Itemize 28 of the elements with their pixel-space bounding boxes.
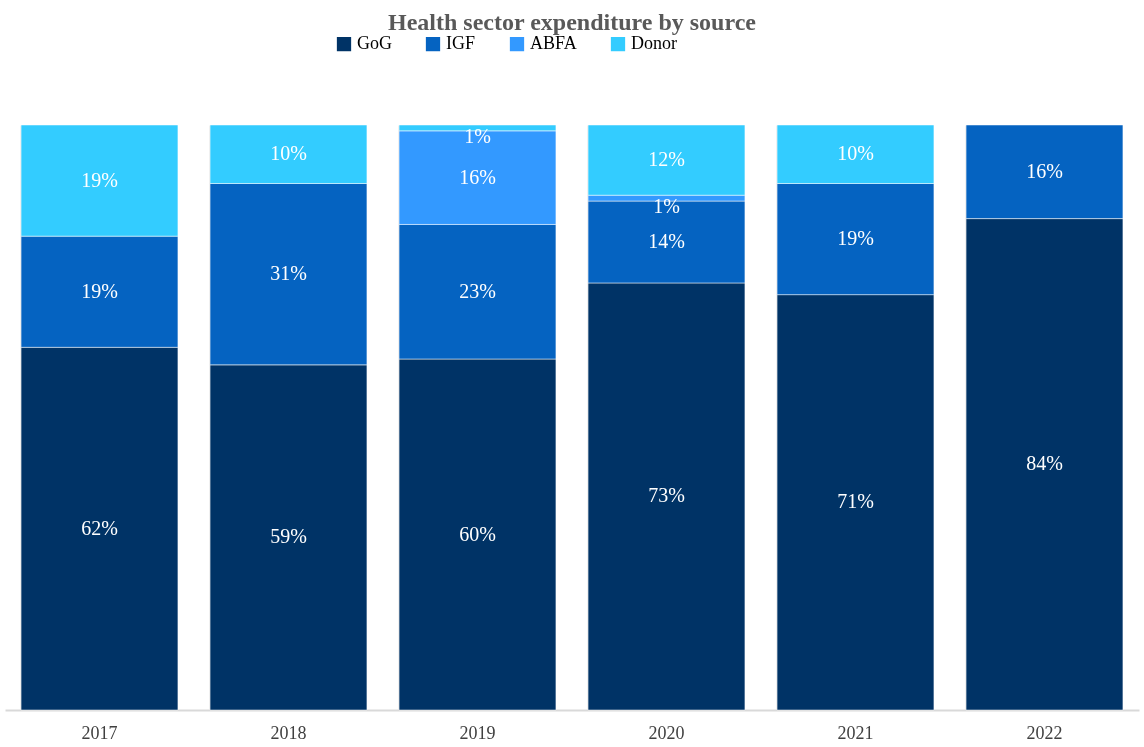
data-label: 59%	[270, 525, 307, 548]
x-tick-label: 2021	[837, 722, 874, 743]
data-label: 16%	[1026, 159, 1063, 182]
data-label: 73%	[648, 484, 685, 507]
data-label: 23%	[459, 279, 496, 302]
data-label: 19%	[81, 168, 118, 191]
data-label: 84%	[1026, 452, 1063, 475]
data-label: 19%	[81, 279, 118, 302]
data-label: 1%	[653, 195, 680, 218]
data-label: 1%	[464, 124, 491, 147]
x-tick-label: 2022	[1026, 722, 1063, 743]
data-label: 19%	[837, 227, 874, 250]
data-label: 14%	[648, 230, 685, 252]
x-tick-label: 2017	[81, 722, 118, 743]
x-tick-label: 2018	[270, 722, 307, 743]
data-label: 10%	[837, 142, 874, 165]
data-label: 12%	[648, 148, 685, 171]
data-label: 60%	[459, 522, 496, 545]
chart-title: Health sector expenditure by source	[388, 8, 757, 35]
x-tick-label: 2020	[648, 722, 685, 743]
data-label: 10%	[270, 142, 307, 165]
data-label: 71%	[837, 490, 874, 513]
data-label: 16%	[459, 165, 496, 188]
x-tick-label: 2019	[459, 722, 496, 743]
data-label: 31%	[270, 262, 307, 285]
data-label: 62%	[81, 516, 118, 539]
legend-label: IGF	[446, 33, 476, 54]
legend-label: GoG	[357, 33, 392, 54]
